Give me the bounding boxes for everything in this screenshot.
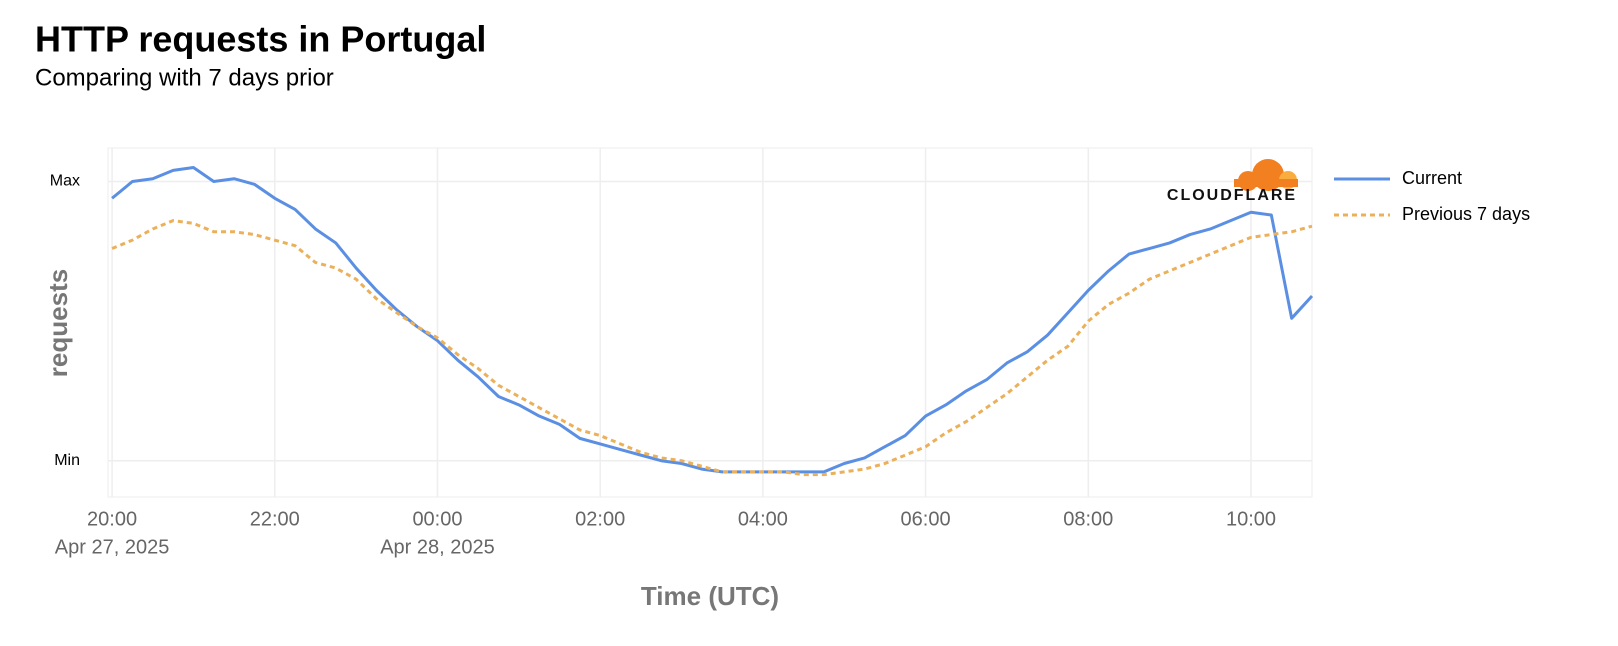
logo-text: CLOUDFLARE bbox=[1167, 187, 1297, 204]
y-axis-label: requests bbox=[43, 269, 73, 377]
series-line bbox=[111, 166, 1314, 474]
x-tick-label: 20:00 bbox=[87, 508, 137, 530]
x-tick-label: 04:00 bbox=[738, 508, 788, 530]
x-axis-label: Time (UTC) bbox=[641, 581, 779, 611]
chart-subtitle: Comparing with 7 days prior bbox=[35, 64, 334, 91]
x-tick-label: 10:00 bbox=[1226, 508, 1276, 530]
x-tick-date: Apr 28, 2025 bbox=[380, 536, 495, 558]
y-tick-label: Max bbox=[50, 173, 80, 190]
series-line bbox=[111, 219, 1313, 477]
legend-label: Previous 7 days bbox=[1402, 204, 1530, 224]
chart-title: HTTP requests in Portugal bbox=[35, 19, 486, 60]
logo: CLOUDFLARE bbox=[1167, 159, 1298, 204]
x-tick-label: 06:00 bbox=[901, 508, 951, 530]
x-tick-label: 08:00 bbox=[1063, 508, 1113, 530]
x-tick-label: 22:00 bbox=[250, 508, 300, 530]
y-tick-label: Min bbox=[54, 452, 80, 469]
legend-label: Current bbox=[1402, 168, 1462, 188]
x-tick-label: 00:00 bbox=[412, 508, 462, 530]
x-tick-date: Apr 27, 2025 bbox=[55, 536, 170, 558]
x-tick-label: 02:00 bbox=[575, 508, 625, 530]
plot-frame bbox=[107, 147, 1313, 498]
